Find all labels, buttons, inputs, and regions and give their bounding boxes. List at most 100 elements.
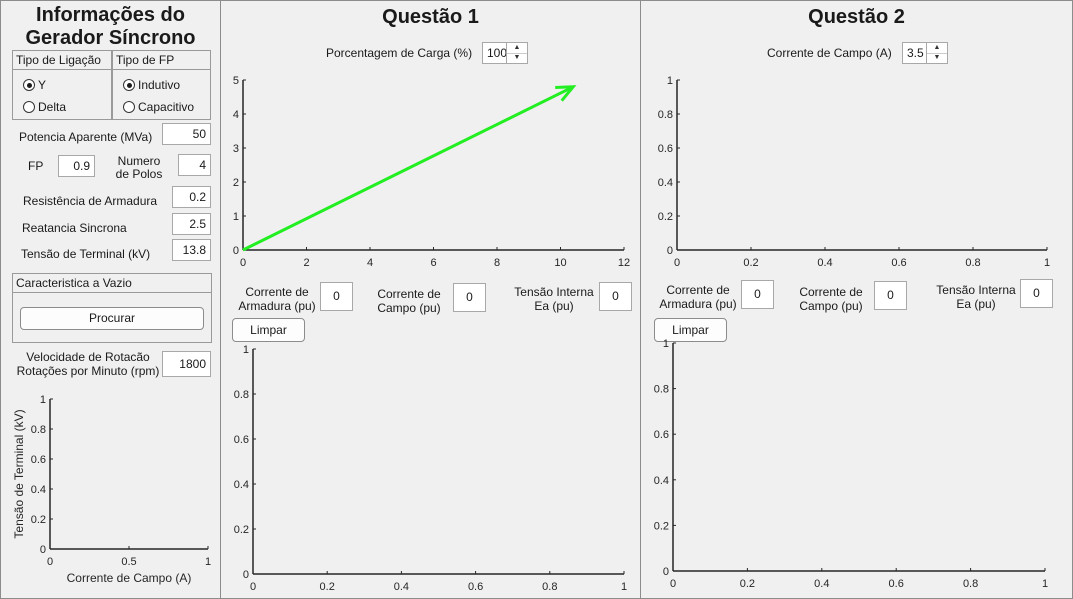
- y-tick-label: 1: [40, 394, 46, 406]
- radio-delta[interactable]: Delta: [23, 100, 66, 114]
- x-tick-label: 8: [494, 257, 500, 269]
- question1-panel: Questão 1 Porcentagem de Carga (%) 100 ▲…: [220, 0, 641, 599]
- x-tick-label: 0.8: [542, 581, 557, 593]
- y-tick-label: 0: [663, 566, 669, 578]
- y-tick-label: 0.8: [654, 384, 669, 396]
- panel-title: Informações do Gerador Síncrono: [1, 4, 220, 50]
- radio-unselected-icon: [123, 101, 135, 113]
- x-tick-label: 0: [47, 556, 53, 568]
- question2-panel: Questão 2 Corrente de Campo (A) 3.5 ▲ ▼ …: [640, 0, 1073, 599]
- armature-current-output: 0: [741, 280, 774, 309]
- fp-label: FP: [28, 159, 44, 173]
- pf-type-group: Tipo de FP Indutivo Capacitivo: [112, 50, 211, 120]
- fp-input[interactable]: 0.9: [58, 155, 95, 177]
- y-tick-label: 5: [233, 75, 239, 87]
- field-current-output: 0: [874, 281, 907, 310]
- y-tick-label: 0.8: [234, 389, 249, 401]
- armature-current-output: 0: [320, 282, 353, 311]
- field-current-label: Corrente de Campo (pu): [793, 285, 869, 313]
- y-tick-label: 0.8: [31, 424, 46, 436]
- y-tick-label: 1: [243, 344, 249, 356]
- synchronous-reactance-input[interactable]: 2.5: [172, 213, 211, 235]
- phasor-arrowhead: [555, 85, 577, 102]
- y-tick-label: 0.2: [658, 211, 673, 223]
- y-tick-label: 0.4: [234, 479, 249, 491]
- x-tick-label: 4: [367, 257, 373, 269]
- spinner-arrows: ▲ ▼: [926, 43, 947, 63]
- x-tick-label: 0.6: [468, 581, 483, 593]
- connection-type-title: Tipo de Ligação: [13, 51, 111, 70]
- y-tick-label: 4: [233, 109, 239, 121]
- load-percentage-spinner[interactable]: 100 ▲ ▼: [482, 42, 528, 64]
- armature-resistance-label: Resistência de Armadura: [23, 194, 158, 208]
- radio-delta-label: Delta: [38, 100, 67, 114]
- y-tick-label: 0.6: [654, 429, 669, 441]
- x-tick-label: 0.2: [740, 578, 755, 590]
- radio-capacitivo[interactable]: Capacitivo: [123, 100, 194, 114]
- armature-current-label-line1: Corrente de: [245, 285, 309, 299]
- apparent-power-label: Potencia Aparente (MVa): [19, 130, 153, 144]
- y-tick-label: 0.6: [658, 143, 673, 155]
- x-tick-label: 0: [250, 581, 256, 593]
- y-tick-label: 0.8: [658, 109, 673, 121]
- rotation-speed-input[interactable]: 1800: [162, 351, 211, 377]
- radio-selected-icon: [123, 79, 135, 91]
- spinner-up-icon[interactable]: ▲: [927, 43, 947, 54]
- internal-voltage-label-line1: Tensão Interna: [936, 283, 1016, 297]
- x-tick-label: 0.2: [320, 581, 335, 593]
- no-load-characteristic-title: Caracteristica a Vazio: [13, 274, 211, 293]
- y-tick-label: 1: [667, 75, 673, 87]
- radio-indutivo-label: Indutivo: [138, 78, 181, 92]
- field-current-spinner[interactable]: 3.5 ▲ ▼: [902, 42, 948, 64]
- armature-current-label-line2: Armadura (pu): [659, 297, 737, 311]
- radio-selected-icon: [23, 79, 35, 91]
- field-current-output: 0: [453, 283, 486, 312]
- radio-y[interactable]: Y: [23, 78, 46, 92]
- x-tick-label: 0.4: [394, 581, 409, 593]
- radio-unselected-icon: [23, 101, 35, 113]
- armature-current-label-line1: Corrente de: [666, 283, 730, 297]
- x-axis-label: Corrente de Campo (A): [67, 571, 192, 585]
- y-tick-label: 0.6: [234, 434, 249, 446]
- armature-current-label: Corrente de Armadura (pu): [656, 283, 740, 311]
- armature-resistance-input[interactable]: 0.2: [172, 186, 211, 208]
- x-tick-label: 0.6: [891, 257, 906, 269]
- spinner-down-icon[interactable]: ▼: [513, 54, 521, 61]
- x-tick-label: 0.5: [121, 556, 136, 568]
- field-current-label: Corrente de Campo (pu): [371, 287, 447, 315]
- clear-button[interactable]: Limpar: [232, 318, 305, 342]
- clear-button[interactable]: Limpar: [654, 318, 727, 342]
- x-tick-label: 12: [618, 257, 630, 269]
- internal-voltage-output: 0: [599, 282, 632, 311]
- radio-capacitivo-label: Capacitivo: [138, 100, 195, 114]
- x-tick-label: 10: [554, 257, 566, 269]
- x-tick-label: 0.6: [889, 578, 904, 590]
- poles-label: Numero de Polos: [115, 155, 163, 181]
- spinner-down-icon[interactable]: ▼: [933, 54, 941, 61]
- internal-voltage-output: 0: [1020, 279, 1053, 308]
- load-percentage-value: 100: [487, 46, 507, 60]
- x-tick-label: 0: [674, 257, 680, 269]
- internal-voltage-label: Tensão Interna Ea (pu): [933, 283, 1019, 311]
- poles-input[interactable]: 4: [178, 154, 211, 176]
- apparent-power-input[interactable]: 50: [162, 123, 211, 145]
- question2-title: Questão 2: [808, 6, 905, 28]
- x-tick-label: 1: [1042, 578, 1048, 590]
- radio-y-label: Y: [38, 78, 47, 92]
- internal-voltage-label-line1: Tensão Interna: [514, 285, 594, 299]
- y-tick-label: 1: [663, 338, 669, 350]
- load-percentage-label: Porcentagem de Carga (%): [326, 46, 473, 60]
- x-tick-label: 0.4: [814, 578, 829, 590]
- x-tick-label: 0.8: [965, 257, 980, 269]
- spinner-up-icon[interactable]: ▲: [507, 43, 527, 54]
- radio-indutivo[interactable]: Indutivo: [123, 78, 180, 92]
- terminal-voltage-input[interactable]: 13.8: [172, 239, 211, 261]
- search-button[interactable]: Procurar: [20, 307, 204, 330]
- y-tick-label: 3: [233, 143, 239, 155]
- phasor-line: [242, 85, 574, 252]
- y-tick-label: 0: [667, 245, 673, 257]
- rotation-speed-label: Velocidade de Rotacão Rotações por Minut…: [13, 350, 163, 378]
- y-tick-label: 0.2: [234, 524, 249, 536]
- x-tick-label: 1: [621, 581, 627, 593]
- x-tick-label: 0.2: [743, 257, 758, 269]
